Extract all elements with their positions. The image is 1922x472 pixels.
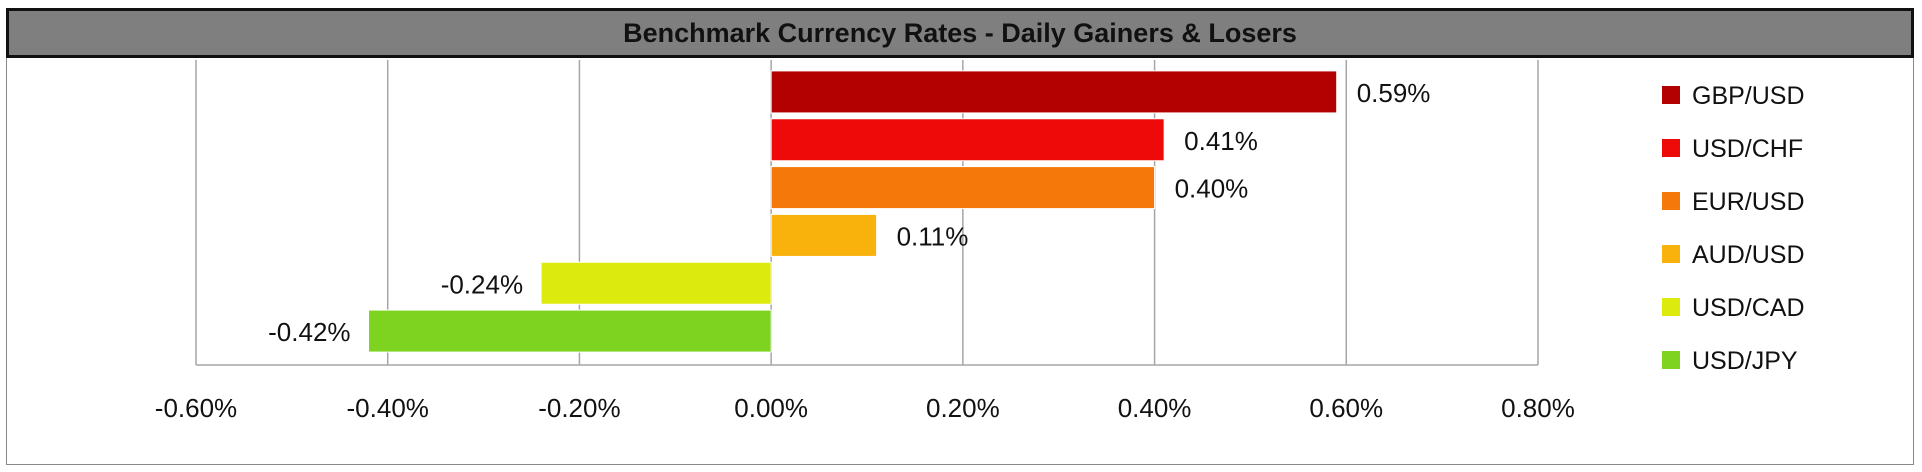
x-tick-label: -0.40% (347, 393, 429, 423)
bar-usd-chf (770, 118, 1165, 162)
bar-aud-usd (770, 213, 878, 257)
bar-data-label: -0.24% (441, 269, 523, 299)
legend-label: AUD/USD (1692, 241, 1805, 269)
x-tick-label: -0.60% (155, 393, 237, 423)
bar-usd-cad (540, 261, 772, 305)
bar-data-label: 0.59% (1357, 78, 1431, 108)
bar-usd-jpy (368, 309, 772, 353)
bar-data-label: 0.40% (1175, 174, 1249, 204)
legend-swatch (1662, 139, 1680, 157)
x-tick-label: 0.20% (926, 393, 1000, 423)
legend-label: USD/CAD (1692, 294, 1805, 322)
x-tick-label: 0.60% (1309, 393, 1383, 423)
legend-swatch (1662, 192, 1680, 210)
bar-gbp-usd (770, 70, 1338, 114)
legend-label: USD/CHF (1692, 135, 1803, 163)
legend-swatch (1662, 351, 1680, 369)
data-labels: 0.59% 0.41% 0.40% 0.11% -0.24% -0.42% (268, 78, 1430, 347)
x-axis-ticks: -0.60% -0.40% -0.20% 0.00% 0.20% 0.40% 0.60% 0.… (155, 393, 1575, 423)
legend-swatch (1662, 298, 1680, 316)
legend-label: EUR/USD (1692, 188, 1805, 216)
x-tick-label: 0.80% (1501, 393, 1575, 423)
x-tick-label: -0.20% (538, 393, 620, 423)
legend-swatch (1662, 86, 1680, 104)
bar-data-label: -0.42% (268, 317, 350, 347)
legend-swatch (1662, 245, 1680, 263)
x-tick-label: 0.40% (1118, 393, 1192, 423)
legend: GBP/USD USD/CHF EUR/USD AUD/USD USD/CAD USD/J… (1662, 82, 1805, 375)
x-tick-label: 0.00% (734, 393, 808, 423)
legend-label: GBP/USD (1692, 82, 1805, 110)
bar-series (368, 70, 1338, 353)
bar-eur-usd (770, 166, 1156, 210)
legend-label: USD/JPY (1692, 347, 1798, 375)
chart-title-bar: Benchmark Currency Rates - Daily Gainers… (6, 8, 1914, 58)
bar-data-label: 0.11% (897, 221, 969, 251)
chart-title: Benchmark Currency Rates - Daily Gainers… (623, 17, 1297, 48)
bar-data-label: 0.41% (1184, 126, 1258, 156)
